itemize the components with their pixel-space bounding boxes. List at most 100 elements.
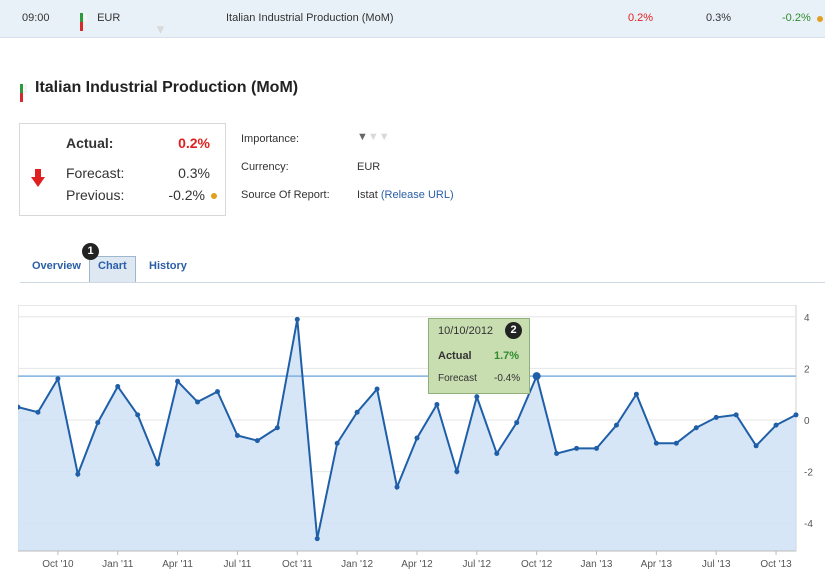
- event-time: 09:00: [22, 12, 50, 24]
- data-point: [633, 391, 639, 397]
- data-point: [75, 471, 81, 477]
- y-tick-label: -2: [804, 468, 813, 479]
- data-point: [274, 425, 280, 431]
- x-tick-label: Jul '11: [224, 559, 252, 570]
- data-point: [115, 383, 121, 389]
- data-point: [214, 389, 220, 395]
- actual-value: 0.2%: [628, 12, 654, 24]
- event-name[interactable]: Italian Industrial Production (MoM): [226, 12, 394, 24]
- release-url-link[interactable]: (Release URL): [380, 189, 454, 201]
- tooltip-date: 10/10/2012: [438, 325, 494, 337]
- data-point: [55, 376, 61, 382]
- data-point: [554, 451, 560, 457]
- data-point: [175, 378, 181, 384]
- data-point: [574, 445, 580, 451]
- tab-history[interactable]: History: [149, 260, 187, 272]
- step-badge: 1: [82, 243, 99, 260]
- x-tick-label: Oct '12: [521, 559, 553, 570]
- revision-dot-icon: [211, 193, 217, 199]
- tab-chart[interactable]: Chart: [89, 256, 136, 282]
- source-label: Source Of Report:: [241, 189, 330, 201]
- forecast-value: 0.3%: [178, 165, 210, 181]
- currency-cell: EUR: [80, 12, 121, 31]
- data-point: [155, 461, 161, 467]
- data-point: [594, 445, 600, 451]
- source-value: Istat (Release URL): [357, 189, 454, 201]
- data-point: [773, 422, 779, 428]
- actual-value: 0.2%: [178, 135, 210, 151]
- currency-value: EUR: [357, 161, 381, 173]
- series-line: [18, 319, 797, 539]
- previous-value: -0.2%: [168, 187, 205, 203]
- page-title-text: Italian Industrial Production (MoM): [35, 79, 299, 96]
- previous-value: -0.2%: [782, 12, 811, 24]
- data-point: [18, 404, 21, 410]
- event-row[interactable]: 09:00 EUR ▼ ▼ ▼ Italian Industrial Product…: [0, 0, 825, 38]
- tab-overview[interactable]: Overview: [32, 260, 81, 272]
- x-tick-label: Apr '11: [162, 559, 193, 570]
- data-point: [454, 469, 460, 475]
- data-point: [673, 440, 679, 446]
- italy-flag-icon: [20, 84, 31, 102]
- data-point: [514, 420, 520, 426]
- x-tick-label: Jul '13: [702, 559, 731, 570]
- tooltip-actual-value: 1.7%: [494, 350, 520, 362]
- forecast-label: Forecast:: [66, 165, 125, 181]
- importance-label: Importance:: [241, 133, 300, 145]
- data-point: [294, 316, 300, 322]
- x-tick-label: Oct '10: [42, 559, 74, 570]
- area-fill: [18, 319, 796, 551]
- data-point: [35, 409, 41, 415]
- forecast-value: 0.3%: [706, 12, 732, 24]
- data-point: [394, 484, 400, 490]
- tooltip-forecast-label: Forecast: [438, 373, 477, 384]
- data-point: [494, 451, 500, 457]
- data-point: [793, 412, 799, 418]
- data-point: [234, 432, 240, 438]
- data-point: [195, 399, 201, 405]
- data-point: [532, 372, 541, 381]
- x-tick-label: Oct '13: [760, 559, 792, 570]
- data-point: [613, 422, 619, 428]
- y-tick-label: 2: [804, 364, 810, 375]
- page-title: Italian Industrial Production (MoM): [20, 79, 299, 102]
- previous-label: Previous:: [66, 187, 125, 203]
- data-point: [254, 438, 260, 444]
- down-arrow-icon: [31, 169, 45, 187]
- data-point: [474, 394, 480, 400]
- data-point: [95, 420, 101, 426]
- actual-label: Actual:: [66, 135, 114, 151]
- currency-label: Currency:: [241, 161, 289, 173]
- y-tick-label: 0: [804, 416, 810, 427]
- source-name: Istat: [357, 189, 378, 201]
- data-point: [314, 536, 320, 542]
- data-point: [713, 414, 719, 420]
- release-summary: Actual: 0.2% Forecast: 0.3% Previous: -0…: [19, 123, 226, 216]
- bull-importance-icon: ▼▼▼: [357, 131, 390, 143]
- data-point: [653, 440, 659, 446]
- x-tick-label: Oct '11: [282, 559, 313, 570]
- tab-bar: Overview Chart History: [20, 256, 825, 283]
- data-point: [135, 412, 141, 418]
- currency-code: EUR: [97, 12, 121, 24]
- step-badge: 2: [505, 322, 522, 339]
- italy-flag-icon: [80, 13, 91, 31]
- data-point: [334, 440, 340, 446]
- data-point: [374, 386, 380, 392]
- y-tick-label: -4: [804, 519, 813, 530]
- data-point: [693, 425, 699, 431]
- tooltip-actual-label: Actual: [438, 350, 472, 362]
- y-tick-label: 4: [804, 313, 810, 324]
- data-point: [753, 443, 759, 449]
- tooltip-forecast-value: -0.4%: [494, 373, 521, 384]
- x-tick-label: Jan '11: [102, 559, 134, 570]
- production-chart[interactable]: 4 2 0 -2 -4 Oct '10 Jan '11 Apr '11 Jul '11 Oct '…: [18, 305, 823, 575]
- x-tick-label: Apr '13: [641, 559, 673, 570]
- x-tick-label: Jan '13: [581, 559, 613, 570]
- x-tick-label: Jul '12: [463, 559, 492, 570]
- chart-tooltip: 10/10/2012 Actual 1.7% Forecast -0.4%: [428, 318, 530, 394]
- data-point: [414, 435, 420, 441]
- revision-dot-icon: [817, 16, 823, 22]
- data-point: [354, 409, 360, 415]
- data-point: [434, 402, 440, 408]
